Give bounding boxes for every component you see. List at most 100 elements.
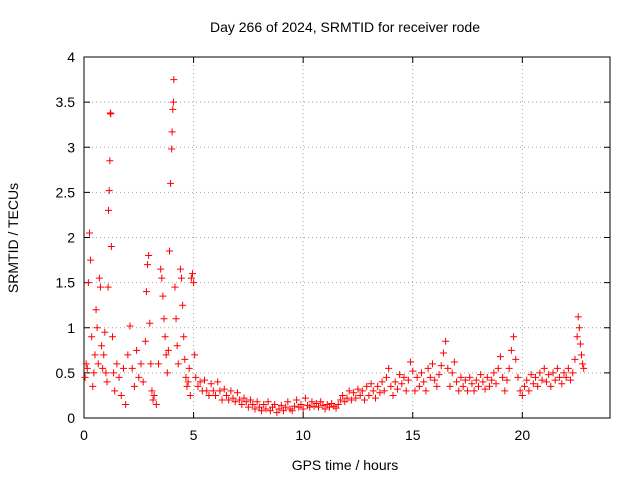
data-point — [433, 382, 441, 390]
data-point — [126, 322, 134, 330]
data-point — [542, 378, 550, 386]
data-point — [262, 405, 270, 413]
data-point — [578, 351, 586, 359]
data-point — [391, 378, 399, 386]
data-point — [225, 396, 233, 404]
data-point — [444, 364, 452, 372]
data-point — [212, 391, 219, 399]
y-tick-label: 4 — [67, 49, 75, 65]
data-point — [255, 403, 263, 411]
data-point — [317, 398, 325, 406]
data-point — [464, 387, 472, 395]
data-point — [158, 274, 166, 282]
data-point — [186, 391, 194, 399]
data-point — [503, 376, 511, 384]
data-point — [182, 373, 190, 381]
data-point — [315, 403, 323, 411]
data-point — [571, 355, 579, 363]
data-point — [361, 396, 369, 404]
data-point — [85, 229, 93, 237]
data-point — [492, 380, 500, 388]
data-point — [251, 405, 259, 413]
data-point — [242, 398, 250, 406]
x-axis-label: GPS time / hours — [292, 457, 399, 473]
data-point — [354, 385, 362, 393]
x-tick-label: 20 — [515, 427, 531, 443]
data-point — [164, 346, 172, 354]
data-point — [382, 373, 390, 381]
data-point — [428, 360, 436, 368]
data-point — [94, 360, 102, 368]
data-point — [308, 398, 316, 406]
data-point — [418, 369, 426, 377]
data-point — [194, 382, 202, 390]
data-point — [411, 387, 419, 395]
data-point — [527, 371, 535, 379]
data-point — [253, 398, 261, 406]
data-point — [162, 351, 170, 359]
data-point — [540, 364, 548, 372]
data-point — [536, 369, 544, 377]
data-point — [483, 373, 491, 381]
data-point — [184, 378, 192, 386]
data-point — [402, 387, 410, 395]
data-point — [128, 364, 136, 372]
plot-frame — [83, 56, 611, 419]
data-point — [106, 157, 114, 165]
data-point — [367, 380, 375, 388]
data-point — [247, 396, 255, 404]
data-point — [192, 373, 200, 381]
data-point — [437, 362, 445, 370]
data-point — [95, 274, 103, 282]
data-point — [152, 400, 160, 408]
data-point — [450, 358, 458, 366]
data-point — [181, 355, 189, 363]
data-point — [448, 369, 456, 377]
data-point — [105, 187, 113, 195]
data-point — [398, 380, 406, 388]
data-point — [159, 292, 167, 300]
y-tick-label: 0.5 — [56, 365, 76, 381]
data-point — [130, 382, 138, 390]
data-point — [81, 373, 89, 381]
data-point — [168, 145, 176, 153]
data-point — [115, 373, 123, 381]
data-point — [564, 364, 572, 372]
data-point — [178, 274, 186, 282]
data-point — [413, 373, 421, 381]
data-point — [569, 369, 577, 377]
data-point — [222, 391, 230, 399]
data-point — [284, 398, 292, 406]
data-point — [350, 389, 358, 397]
data-point — [165, 247, 173, 255]
data-point — [435, 371, 443, 379]
data-point — [266, 407, 274, 415]
data-point — [385, 364, 393, 372]
data-point — [297, 400, 305, 408]
data-point — [400, 373, 408, 381]
data-point — [293, 396, 301, 404]
data-point — [110, 369, 118, 377]
data-point — [148, 387, 156, 395]
data-point — [91, 351, 99, 359]
data-point — [523, 376, 531, 384]
data-point — [475, 382, 482, 390]
data-point — [496, 353, 504, 361]
data-point — [485, 382, 493, 390]
data-point — [227, 387, 235, 395]
data-point — [104, 283, 112, 291]
data-point — [240, 394, 248, 402]
data-point — [271, 400, 279, 408]
data-point — [83, 364, 91, 372]
data-point — [407, 358, 415, 366]
data-point — [107, 110, 115, 118]
data-point — [147, 360, 155, 368]
data-point — [191, 351, 199, 359]
data-point — [214, 378, 222, 386]
data-point — [352, 394, 360, 402]
y-tick-label: 2.5 — [56, 184, 76, 200]
data-point — [273, 409, 281, 417]
data-point — [363, 382, 371, 390]
data-point — [576, 340, 584, 348]
